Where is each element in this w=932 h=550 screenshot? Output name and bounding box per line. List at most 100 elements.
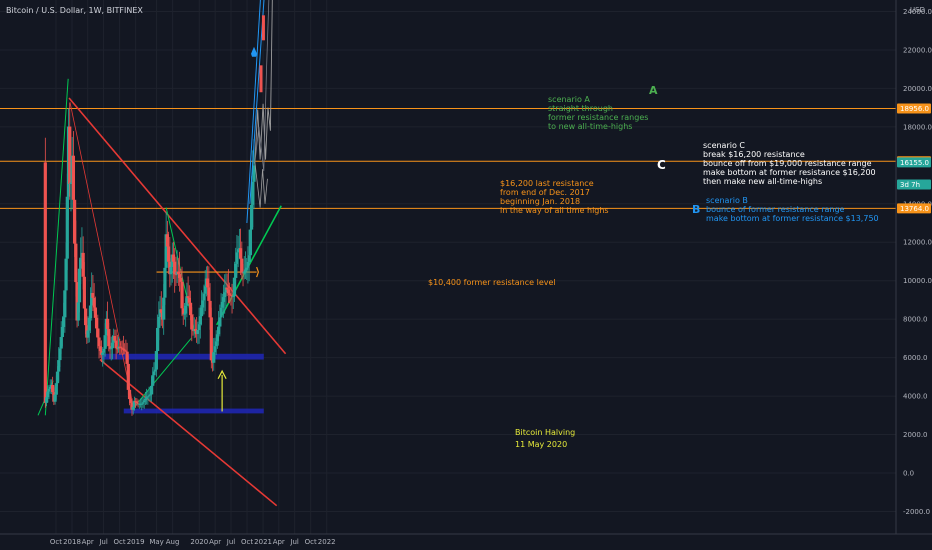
candle-body: [213, 346, 217, 353]
y-tick-label: 4000.0: [903, 393, 928, 401]
candle-body: [203, 286, 207, 294]
x-tick-label: 2019: [127, 538, 145, 546]
candle-body: [169, 267, 173, 275]
candle-body: [58, 348, 62, 361]
candle-body: [164, 234, 168, 268]
candle-body: [114, 340, 118, 349]
x-tick-label: 2022: [318, 538, 336, 546]
price-badge-bg: [897, 103, 931, 114]
candle-body: [182, 313, 187, 315]
x-tick-label: Oct: [241, 538, 253, 546]
candle-body: [125, 351, 129, 364]
y-tick-label: 20000.0: [903, 85, 932, 93]
x-tick-label: Apr: [273, 538, 285, 546]
scenario-a-text-line: to new all-time-highs: [548, 122, 632, 131]
candle-body: [109, 348, 113, 350]
x-tick-label: Apr: [82, 538, 94, 546]
candle-body: [158, 309, 162, 317]
support-zones: [0, 107, 896, 414]
candle-body: [243, 269, 248, 272]
candle-body: [246, 261, 250, 268]
candle-body: [163, 267, 167, 298]
candle-body: [103, 335, 107, 349]
y-tick-label: 22000.0: [903, 46, 932, 54]
candle-body: [60, 326, 65, 338]
candle-body: [81, 252, 85, 277]
candle-body: [236, 249, 240, 253]
scenario-projections: [246, 0, 273, 224]
candle-body: [44, 397, 49, 403]
candle-body: [92, 297, 96, 308]
candle-body: [219, 307, 223, 318]
candle-body: [83, 308, 88, 326]
x-tick-label: 2020: [190, 538, 208, 546]
time-axis[interactable]: Oct 2018 Apr Jul Oct 2019 May Aug 2020 Apr Jul Oct 2…: [0, 533, 932, 550]
candle-body: [93, 307, 97, 318]
price-axis[interactable]: USD 24000.022000.020000.018000.014000.01…: [895, 0, 932, 534]
candle-body: [220, 301, 224, 308]
candle-body: [186, 296, 190, 298]
candle-body: [130, 402, 134, 410]
candle-body: [102, 348, 106, 353]
scenario-c-text-line: make bottom at former resistance $16,200: [703, 168, 876, 177]
candle-body: [55, 371, 60, 384]
candle-body: [149, 385, 154, 395]
candle-body: [249, 204, 254, 230]
price-badge-label: 16155.0: [900, 159, 929, 167]
price-badge-bg: [897, 179, 931, 190]
candle-body: [113, 335, 117, 341]
price-badge-label: 18956.0: [900, 105, 929, 113]
candle-body: [123, 349, 127, 351]
resistance-10400-text-line: $10,400 former resistance level: [428, 278, 556, 287]
candle-body: [156, 327, 160, 352]
candle-body: [62, 317, 66, 327]
halving-text-line: 11 May 2020: [515, 440, 567, 449]
candle-body: [69, 182, 73, 185]
y-tick-label: 2000.0: [903, 431, 928, 439]
candle-body: [224, 287, 228, 293]
resistance-16200-text-line: beginning Jan. 2018: [500, 197, 580, 206]
candle-body: [215, 334, 220, 342]
candle-body: [166, 246, 171, 262]
candle-body: [129, 399, 133, 403]
candle-body: [234, 263, 238, 278]
resistance-16200-text: $16,200 last resistance from end of Dec. …: [500, 179, 609, 215]
candle-body: [145, 397, 149, 399]
candle-body: [151, 375, 155, 386]
x-tick-label: Oct: [114, 538, 126, 546]
candle-body: [197, 324, 201, 331]
candle-body: [157, 316, 161, 328]
candle-body: [73, 199, 77, 244]
candle-body: [96, 328, 100, 338]
halving-arrow-head: [217, 369, 227, 380]
candle-body: [231, 296, 235, 298]
price-badge-bg: [897, 157, 931, 168]
candle-body: [247, 255, 251, 262]
price-badge-label: 3d 7h: [900, 181, 920, 189]
x-tick-label: Aug: [166, 538, 180, 546]
price-axis-background: [896, 0, 932, 534]
support-zone: [101, 353, 264, 360]
candle-body: [131, 406, 135, 410]
scenario-c-path: [254, 0, 273, 163]
y-tick-label: 0.0: [903, 470, 914, 478]
price-badge-bg: [897, 203, 931, 214]
time-axis-background: [0, 534, 932, 550]
candle-body: [153, 369, 157, 372]
resistance-10400-arrow: [256, 266, 260, 278]
scenario-b-text-line: make bottom at former resistance $13,750: [706, 214, 879, 223]
candle-body: [184, 305, 188, 314]
candle-body: [76, 302, 80, 321]
candle-body: [251, 181, 255, 205]
support-line: [134, 338, 192, 407]
x-tick-label: Oct: [305, 538, 317, 546]
scenario-b-text-line: bounce of former resistance range: [706, 205, 845, 214]
candle-body: [179, 277, 183, 282]
chart-title: Bitcoin / U.S. Dollar, 1W, BITFINEX: [6, 6, 143, 15]
candle-body: [225, 287, 229, 290]
